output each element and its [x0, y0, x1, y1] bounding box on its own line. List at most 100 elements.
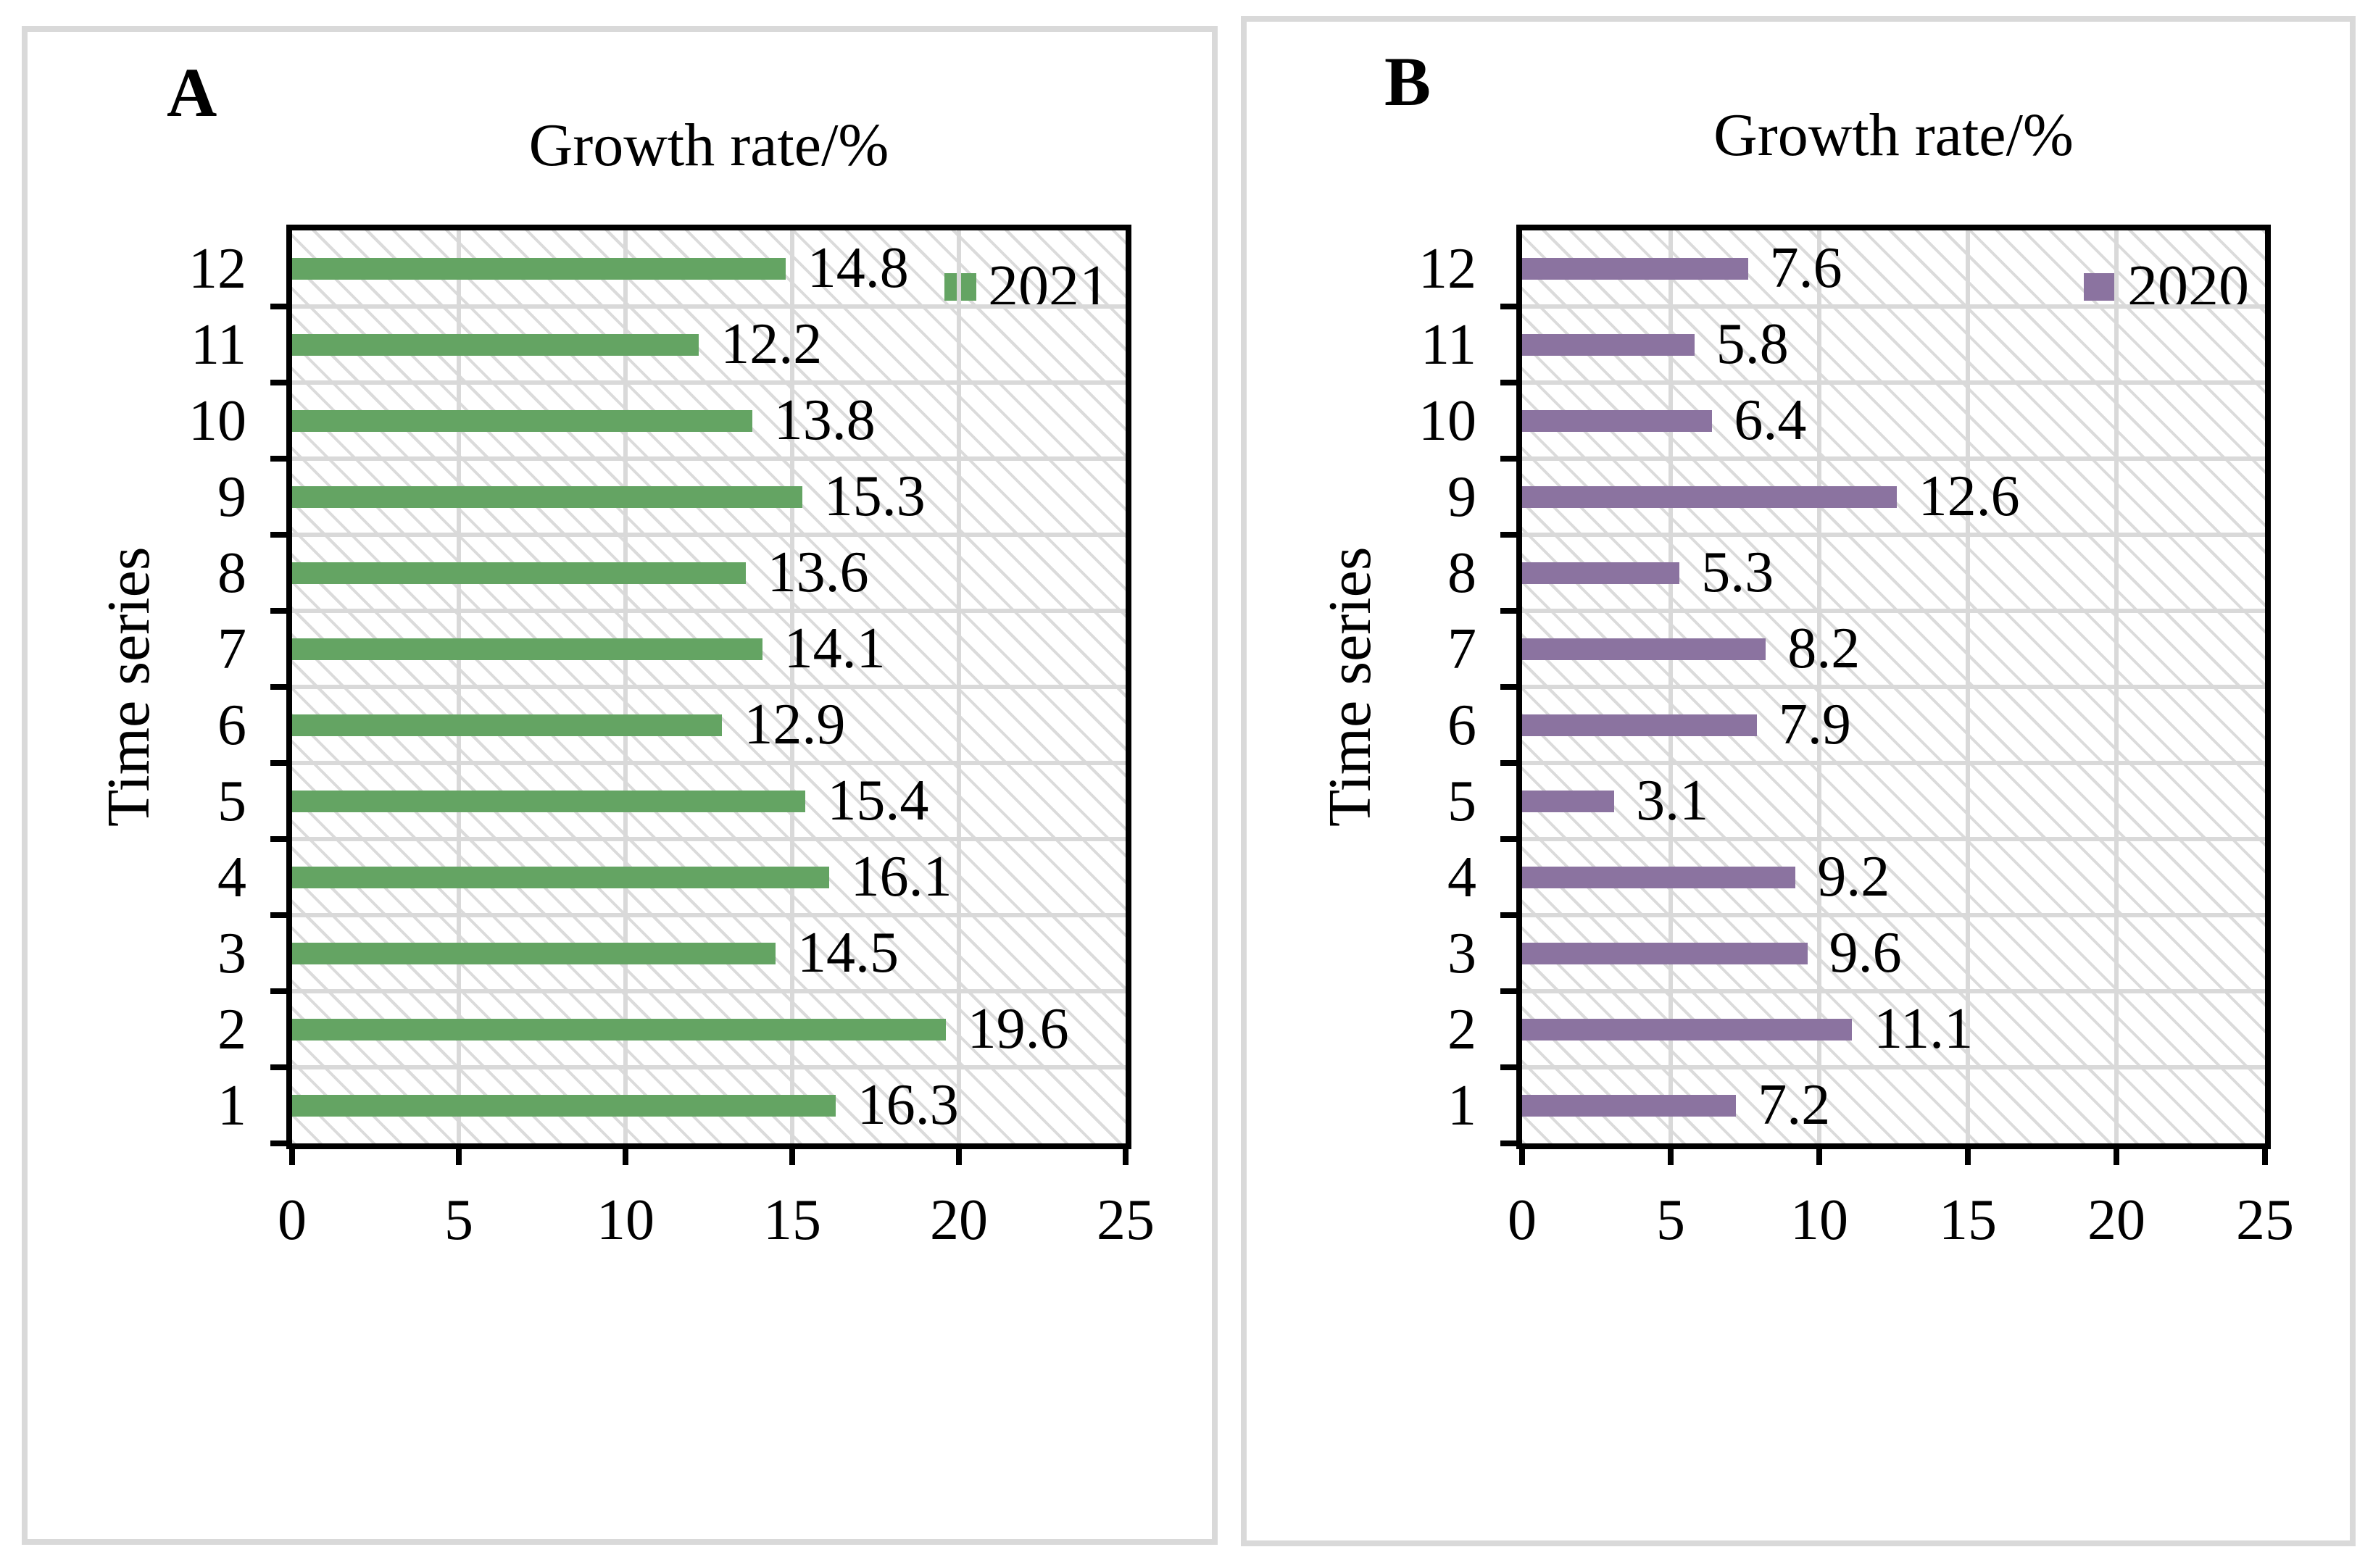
y-axis-tick [1500, 684, 1516, 690]
category-label: 2 [1447, 997, 1476, 1062]
y-axis-tick [270, 456, 286, 462]
data-label: 11.1 [1874, 997, 1974, 1061]
bar-12 [292, 257, 786, 280]
y-axis-tick [270, 988, 286, 994]
horizontal-gridline [1522, 761, 2265, 765]
x-axis-tick [623, 1149, 628, 1165]
chart-b-title: Growth rate/% [1713, 101, 2074, 169]
bar-8 [1522, 562, 1680, 584]
data-label: 7.6 [1769, 236, 1842, 300]
data-label: 5.3 [1701, 541, 1774, 604]
data-label: 12.6 [1918, 464, 2020, 528]
bar-3 [292, 942, 776, 964]
x-axis-tick [289, 1149, 295, 1165]
panel-a-letter: A [167, 54, 217, 131]
category-label: 5 [1447, 769, 1476, 833]
y-axis-tick [1500, 760, 1516, 766]
bar-7 [292, 638, 762, 660]
chart-b-plot-area: 2020 7.6 5.8 6.4 12.6 5.3 8.2 7.9 3.1 9.2 9.6 11.1… [1500, 225, 2271, 1165]
data-label: 9.2 [1817, 845, 1890, 909]
bar-2 [292, 1018, 946, 1041]
data-label: 14.5 [797, 921, 899, 985]
x-axis-tick [456, 1149, 462, 1165]
bar-4 [292, 866, 829, 888]
y-axis-tick [270, 608, 286, 614]
data-label: 7.9 [1778, 693, 1851, 756]
y-axis-tick [1500, 608, 1516, 614]
bar-2 [1522, 1018, 1853, 1041]
x-tick-label: 10 [597, 1188, 654, 1252]
category-label: 6 [217, 693, 246, 757]
x-tick-label: 25 [1097, 1188, 1155, 1252]
category-label: 5 [217, 769, 246, 833]
category-label: 9 [217, 464, 246, 529]
panel-b: B Growth rate/% Time series 12 11 10 9 8 7 6 5 4… [1241, 16, 2356, 1546]
horizontal-gridline [1522, 609, 2265, 613]
x-tick-label: 5 [1656, 1188, 1685, 1252]
bar-3 [1522, 942, 1808, 964]
category-label: 6 [1447, 693, 1476, 757]
x-tick-label: 0 [1508, 1188, 1537, 1252]
x-tick-label: 20 [2087, 1188, 2145, 1252]
category-label: 11 [1420, 312, 1476, 377]
data-label: 6.4 [1734, 388, 1807, 452]
horizontal-gridline [292, 304, 1126, 309]
x-axis-tick [789, 1149, 795, 1165]
y-axis-tick [1500, 456, 1516, 462]
category-label: 2 [217, 997, 246, 1062]
horizontal-gridline [1522, 685, 2265, 689]
data-label: 5.8 [1716, 312, 1789, 376]
chart-a-category-axis: 12 11 10 9 8 7 6 5 4 3 2 1 [72, 230, 246, 1143]
y-axis-tick [270, 684, 286, 690]
horizontal-gridline [1522, 989, 2265, 993]
horizontal-gridline [292, 913, 1126, 917]
x-tick-label: 15 [763, 1188, 821, 1252]
bar-11 [292, 333, 699, 356]
x-axis-tick [2262, 1149, 2268, 1165]
bar-10 [1522, 409, 1713, 432]
horizontal-gridline [292, 837, 1126, 841]
y-axis-tick [270, 1064, 286, 1070]
x-axis-tick [1668, 1149, 1674, 1165]
panel-a: A Growth rate/% Time series 12 11 10 9 8 7 6 5 4… [22, 26, 1218, 1545]
data-label: 16.3 [857, 1073, 959, 1137]
y-axis-tick [1500, 1064, 1516, 1070]
y-axis-tick [1500, 836, 1516, 842]
x-axis-tick [1123, 1149, 1129, 1165]
horizontal-gridline [292, 989, 1126, 993]
data-label: 15.4 [827, 769, 929, 833]
category-label: 12 [1418, 236, 1476, 301]
category-label: 8 [217, 541, 246, 605]
horizontal-gridline [1522, 304, 2265, 309]
y-axis-tick [1500, 988, 1516, 994]
category-label: 7 [217, 617, 246, 681]
data-label: 12.2 [720, 312, 823, 376]
x-tick-label: 10 [1790, 1188, 1848, 1252]
bar-9 [292, 485, 802, 508]
horizontal-gridline [1522, 456, 2265, 461]
horizontal-gridline [1522, 533, 2265, 537]
y-axis-tick [1500, 532, 1516, 538]
chart-a-title: Growth rate/% [528, 112, 889, 179]
category-label: 10 [1418, 388, 1476, 453]
bar-11 [1522, 333, 1695, 356]
data-label: 12.9 [744, 693, 846, 756]
y-axis-tick [1500, 380, 1516, 385]
y-axis-tick [270, 380, 286, 385]
category-label: 8 [1447, 541, 1476, 605]
data-label: 19.6 [967, 997, 1069, 1061]
bar-1 [1522, 1094, 1737, 1117]
horizontal-gridline [292, 609, 1126, 613]
panel-b-letter: B [1384, 43, 1431, 120]
horizontal-gridline [292, 380, 1126, 385]
data-label: 8.2 [1787, 617, 1861, 680]
category-label: 11 [190, 312, 246, 377]
data-label: 16.1 [850, 845, 952, 909]
data-label: 14.8 [807, 236, 909, 300]
data-label: 9.6 [1829, 921, 1902, 985]
horizontal-gridline [1522, 913, 2265, 917]
y-axis-tick [270, 836, 286, 842]
y-axis-tick [270, 1140, 286, 1146]
chart-a-x-axis-labels: 0 5 10 15 20 25 [278, 1188, 1155, 1264]
category-label: 3 [1447, 921, 1476, 985]
